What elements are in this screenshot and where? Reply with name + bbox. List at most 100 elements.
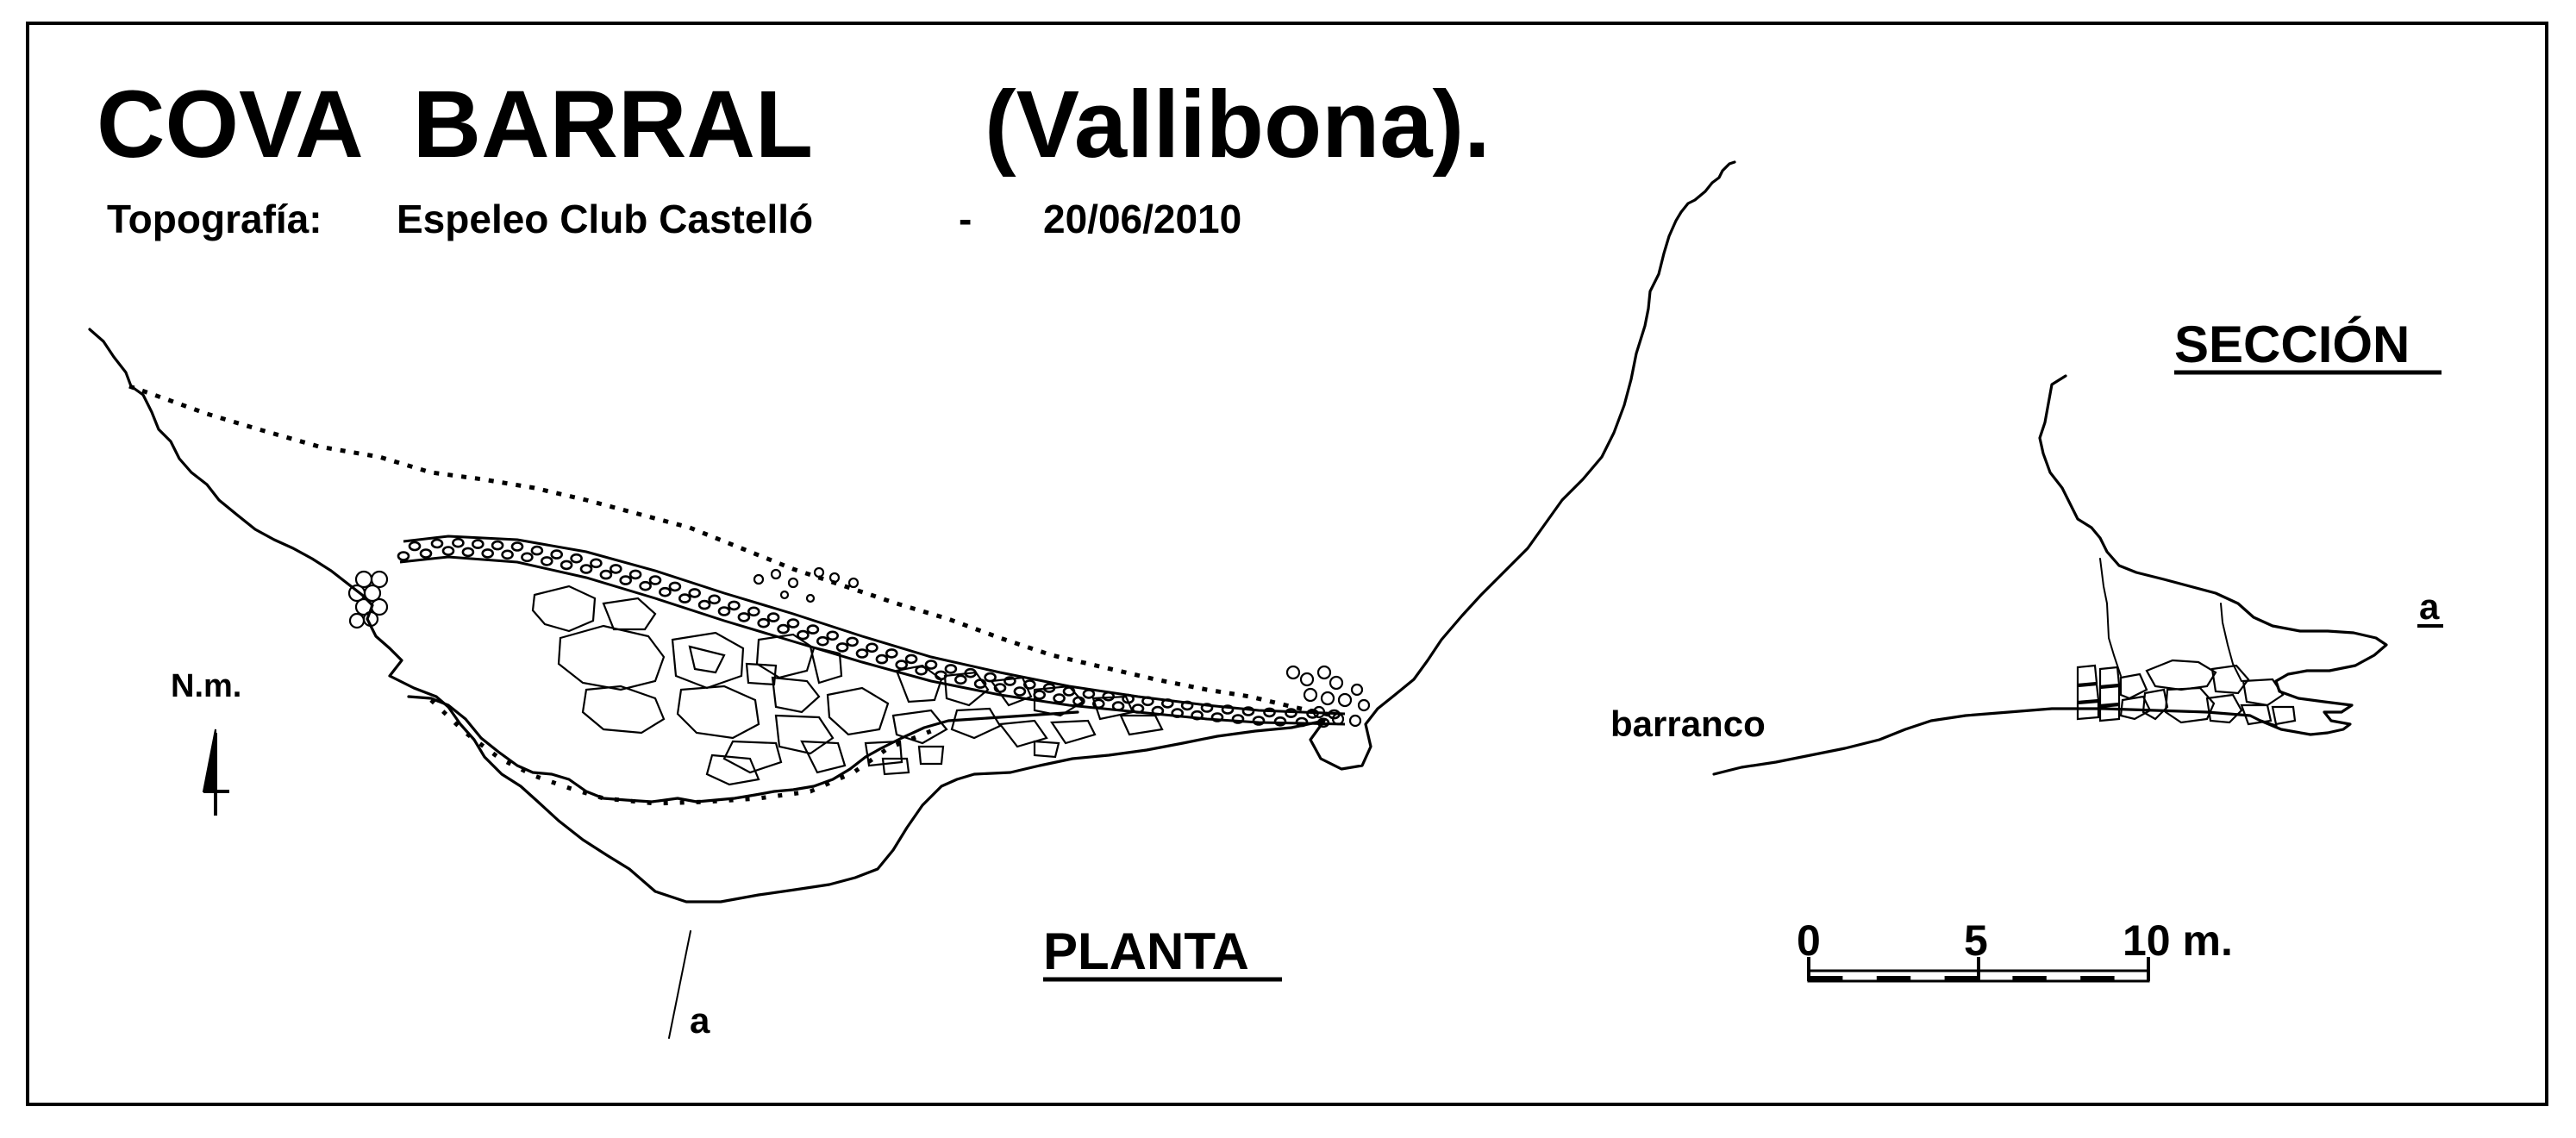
wall-block (717, 606, 731, 616)
wall-block (430, 538, 444, 549)
wall-block (766, 612, 780, 622)
plan-dripline-upper (128, 384, 1334, 718)
wall-block (1241, 706, 1255, 716)
survey-credit-author: Espeleo Club Castelló (397, 197, 813, 241)
wall-block (1004, 676, 1016, 686)
wall-block (619, 575, 633, 585)
scale-bar-segment (2012, 976, 2047, 981)
wall-block (521, 552, 534, 563)
wall-block (609, 564, 622, 574)
wall-block (757, 617, 771, 628)
wall-block (461, 547, 475, 558)
wall-block (885, 648, 898, 659)
wall-block (510, 541, 524, 552)
plan-rubble (347, 566, 1371, 728)
wall-block (1092, 698, 1105, 710)
wall-block (590, 558, 603, 569)
section-fissure-1 (2099, 558, 2122, 677)
wall-block (1306, 709, 1319, 719)
scale-tick-5: 5 (1964, 916, 1988, 965)
section-view: SECCIÓN a barra (1610, 316, 2443, 776)
scale-bar: 0 5 10 m. (1797, 916, 2233, 983)
wall-block (481, 548, 495, 559)
wall-block (471, 539, 485, 549)
wall-block (697, 599, 711, 610)
wall-block (408, 541, 422, 552)
wall-block (1033, 690, 1046, 700)
cave-title: COVA BARRAL (97, 72, 813, 178)
wall-block (397, 551, 410, 561)
wall-block (1316, 717, 1330, 728)
wall-block (668, 581, 682, 592)
wall-block (1053, 693, 1066, 703)
wall-block (747, 606, 760, 617)
wall-block (648, 575, 662, 585)
wall-block (875, 653, 889, 665)
wall-block (570, 553, 583, 564)
cave-location: (Vallibona). (985, 72, 1491, 178)
wall-block (1141, 696, 1154, 707)
wall-block (728, 600, 741, 611)
scale-tick-0: 0 (1797, 916, 1821, 965)
wall-block (708, 594, 721, 605)
wall-block (688, 588, 702, 598)
plan-dripline-lower (429, 698, 932, 806)
wall-block (550, 549, 564, 560)
wall-block (944, 664, 958, 674)
scale-bar-segments (1807, 957, 2150, 983)
north-arrow-head (202, 728, 216, 792)
wall-block (441, 546, 455, 556)
wall-block (560, 560, 573, 571)
wall-block (797, 629, 810, 641)
wall-block (1221, 704, 1235, 715)
wall-block (1013, 686, 1027, 697)
wall-block (1171, 708, 1184, 718)
plan-boulders (531, 585, 1164, 786)
wall-block (628, 569, 642, 580)
survey-date: 20/06/2010 (1043, 197, 1241, 241)
wall-block (835, 642, 849, 653)
plan-view: a N.m. PLANTA (88, 160, 1736, 1041)
wall-block (1285, 708, 1297, 718)
section-fissure-2 (2220, 603, 2242, 682)
wall-block (452, 537, 465, 548)
section-label: SECCIÓN (2174, 316, 2410, 373)
plan-ledge-line (407, 695, 1079, 803)
sheet-frame (26, 22, 2548, 1106)
wall-block (419, 548, 433, 559)
wall-block (984, 672, 997, 683)
wall-block (1161, 698, 1174, 709)
plan-cave-wall (88, 160, 1736, 904)
wall-block (599, 569, 613, 580)
section-marker: a (2419, 586, 2440, 627)
wall-block (501, 549, 514, 560)
plan-block-wall (397, 535, 1346, 728)
scale-bar-segment (1944, 976, 1979, 981)
wall-block (1131, 703, 1145, 714)
section-boulders (2076, 659, 2297, 726)
north-arrow-label: N.m. (171, 668, 241, 704)
north-arrow: N.m. (171, 668, 241, 816)
plan-label: PLANTA (1043, 922, 1249, 980)
wall-block (540, 556, 553, 566)
wall-block (786, 618, 800, 628)
wall-block (954, 674, 967, 685)
wall-block (846, 636, 859, 647)
scale-tick-10: 10 m. (2123, 916, 2233, 965)
wall-block (866, 642, 878, 653)
wall-block (924, 660, 938, 670)
wall-block (855, 648, 869, 659)
scale-bar-segment (1876, 976, 1911, 981)
wall-block (904, 653, 918, 665)
ravine-label: barranco (1610, 703, 1766, 744)
wall-block (737, 612, 751, 622)
wall-block (491, 540, 504, 551)
wall-block (1295, 716, 1309, 728)
section-ceiling (2038, 374, 2388, 736)
wall-block (1273, 716, 1287, 727)
survey-credit-label: Topografía: (107, 197, 322, 241)
scale-bar-segment (1809, 976, 1843, 981)
wall-block (895, 660, 908, 670)
wall-block (1191, 710, 1204, 721)
